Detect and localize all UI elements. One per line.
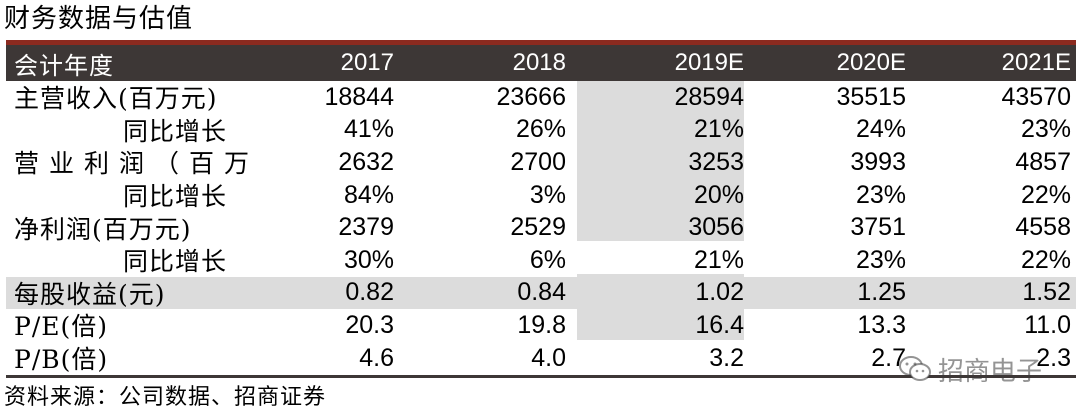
header-cell: 2017 <box>340 49 394 76</box>
table-cell: 4.6 <box>359 343 394 372</box>
table-cell: 4558 <box>1015 213 1071 242</box>
table-cell: 13.3 <box>857 310 906 339</box>
table-cell: 30% <box>343 245 394 274</box>
table-cell: 23% <box>855 180 906 209</box>
wechat-icon <box>899 356 931 381</box>
row-label: 同比增长 <box>123 182 228 212</box>
table-cell: 24% <box>855 115 906 144</box>
table-row: 每股收益(元) 0.82 0.84 1.02 1.25 1.52 <box>6 276 1076 310</box>
table-cell: 2529 <box>510 213 566 242</box>
table-cell: 3056 <box>688 213 744 242</box>
table-cell: 3% <box>529 180 566 209</box>
table-cell: 23% <box>855 245 906 274</box>
table-bottom-rule <box>6 375 1076 378</box>
table-cell: 2.3 <box>1036 343 1071 372</box>
header-accent-line <box>6 40 1076 45</box>
header-cell: 2021E <box>1001 49 1071 76</box>
financial-table: 会计年度 2017 2018 2019E 2020E 2021E 主营收入(百万… <box>6 40 1076 374</box>
source-note: 资料来源：公司数据、招商证券 <box>4 385 327 410</box>
table-cell: 2379 <box>338 213 394 242</box>
watermark: 招商电子 <box>898 352 1043 387</box>
row-label: P/B(倍) <box>14 345 109 375</box>
row-label: 净利润(百万元) <box>14 214 192 244</box>
header-cell: 会计年度 <box>14 51 114 80</box>
table-row: P/E(倍) 20.3 19.8 16.4 13.3 11.0 <box>6 309 1076 342</box>
table-row: 同比增长 30% 6% 21% 23% 22% <box>6 244 1076 277</box>
page-title: 财务数据与估值 <box>4 4 194 34</box>
row-label: 主营收入(百万元) <box>14 84 218 114</box>
table-cell: 2700 <box>510 147 566 176</box>
header-cell: 2018 <box>512 49 566 76</box>
table-cell: 3993 <box>850 147 906 176</box>
table-cell: 1.02 <box>695 278 744 307</box>
table-cell: 18844 <box>324 82 394 111</box>
header-cell: 2020E <box>836 49 906 76</box>
table-cell: 21% <box>693 245 744 274</box>
table-cell: 22% <box>1020 245 1071 274</box>
table-cell: 84% <box>343 180 394 209</box>
row-label: P/E(倍) <box>14 312 109 342</box>
table-row: 同比增长 84% 3% 20% 23% 22% <box>6 179 1076 212</box>
watermark-text: 招商电子 <box>938 356 1043 387</box>
table-cell: 20% <box>693 180 744 209</box>
row-label: 每股收益(元) <box>14 279 166 309</box>
table-cell: 0.82 <box>345 278 394 307</box>
table-cell: 19.8 <box>517 310 566 339</box>
table-cell: 1.25 <box>857 278 906 307</box>
table-cell: 1.52 <box>1022 278 1071 307</box>
table-cell: 3751 <box>850 213 906 242</box>
table-cell: 4857 <box>1015 147 1071 176</box>
table-cell: 2.7 <box>871 343 906 372</box>
table-cell: 26% <box>515 115 566 144</box>
column-highlight <box>577 81 744 241</box>
table-cell: 22% <box>1020 180 1071 209</box>
table-cell: 4.0 <box>531 343 566 372</box>
table-row: 营业利润（百万 2632 2700 3253 3993 4857 <box>6 146 1076 179</box>
table-cell: 2632 <box>338 147 394 176</box>
table-cell: 43570 <box>1001 82 1071 111</box>
table-row: 同比增长 41% 26% 21% 24% 23% <box>6 114 1076 147</box>
table-cell: 28594 <box>674 82 744 111</box>
table-cell: 23% <box>1020 115 1071 144</box>
table-cell: 3253 <box>688 147 744 176</box>
header-cell: 2019E <box>674 49 744 76</box>
table-cell: 35515 <box>836 82 906 111</box>
row-label: 同比增长 <box>123 116 228 146</box>
row-label: 营业利润（百万 <box>14 149 260 179</box>
table-cell: 21% <box>693 115 744 144</box>
table-cell: 11.0 <box>1024 310 1071 339</box>
table-cell: 20.3 <box>345 310 394 339</box>
table-row: 主营收入(百万元) 18844 23666 28594 35515 43570 <box>6 81 1076 114</box>
table-header-row: 会计年度 2017 2018 2019E 2020E 2021E <box>6 40 1076 81</box>
table-cell: 23666 <box>496 82 566 111</box>
table-cell: 3.2 <box>709 343 744 372</box>
table-cell: 41% <box>343 115 394 144</box>
table-cell: 6% <box>529 245 566 274</box>
table-row: 净利润(百万元) 2379 2529 3056 3751 4558 <box>6 211 1076 244</box>
table-cell: 16.4 <box>695 310 744 339</box>
table-cell: 0.84 <box>517 278 566 307</box>
table-row: P/B(倍) 4.6 4.0 3.2 2.7 2.3 <box>6 342 1076 375</box>
row-label: 同比增长 <box>123 247 228 277</box>
